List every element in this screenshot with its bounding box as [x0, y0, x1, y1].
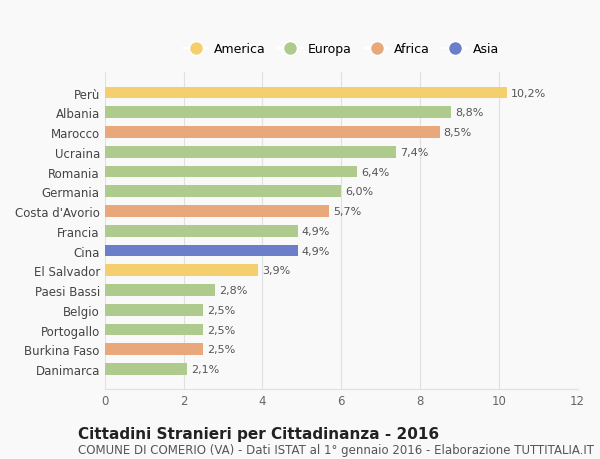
Bar: [105, 146, 396, 158]
Text: 3,9%: 3,9%: [262, 266, 290, 276]
Bar: [105, 166, 357, 178]
Text: 2,5%: 2,5%: [207, 305, 235, 315]
Bar: [105, 344, 203, 355]
Text: 6,0%: 6,0%: [345, 187, 373, 197]
Bar: [105, 127, 440, 139]
Bar: [105, 363, 187, 375]
Bar: [105, 206, 329, 218]
Text: 8,8%: 8,8%: [455, 108, 484, 118]
Bar: [105, 186, 341, 198]
Text: 5,7%: 5,7%: [333, 207, 361, 217]
Bar: [105, 324, 203, 336]
Text: 4,9%: 4,9%: [302, 226, 330, 236]
Text: 7,4%: 7,4%: [400, 147, 428, 157]
Text: 2,1%: 2,1%: [191, 364, 220, 374]
Text: COMUNE DI COMERIO (VA) - Dati ISTAT al 1° gennaio 2016 - Elaborazione TUTTITALIA: COMUNE DI COMERIO (VA) - Dati ISTAT al 1…: [78, 443, 594, 457]
Bar: [105, 265, 259, 277]
Text: 8,5%: 8,5%: [443, 128, 472, 138]
Text: 2,5%: 2,5%: [207, 325, 235, 335]
Text: 6,4%: 6,4%: [361, 167, 389, 177]
Text: 4,9%: 4,9%: [302, 246, 330, 256]
Bar: [105, 107, 451, 119]
Bar: [105, 87, 506, 99]
Bar: [105, 245, 298, 257]
Bar: [105, 304, 203, 316]
Text: Cittadini Stranieri per Cittadinanza - 2016: Cittadini Stranieri per Cittadinanza - 2…: [78, 426, 439, 442]
Text: 2,8%: 2,8%: [219, 285, 247, 295]
Text: 2,5%: 2,5%: [207, 345, 235, 354]
Bar: [105, 225, 298, 237]
Text: 10,2%: 10,2%: [511, 88, 546, 98]
Legend: America, Europa, Africa, Asia: America, Europa, Africa, Asia: [178, 38, 504, 61]
Bar: [105, 285, 215, 297]
